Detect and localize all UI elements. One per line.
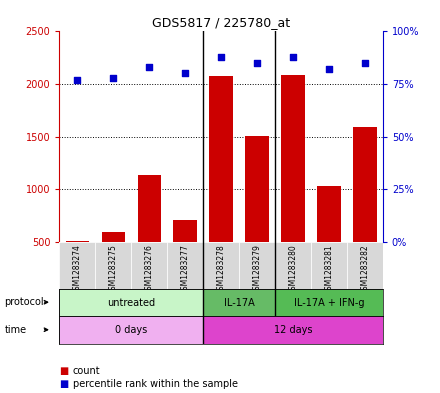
Point — [146, 64, 153, 70]
Text: GSM1283274: GSM1283274 — [73, 244, 82, 295]
Bar — [173, 220, 197, 294]
Bar — [311, 242, 347, 289]
Bar — [203, 242, 239, 289]
Text: GSM1283280: GSM1283280 — [289, 244, 297, 295]
Bar — [275, 242, 311, 289]
Point — [182, 70, 189, 77]
Text: untreated: untreated — [107, 298, 155, 308]
Title: GDS5817 / 225780_at: GDS5817 / 225780_at — [152, 16, 290, 29]
Text: ■: ■ — [59, 379, 69, 389]
Bar — [347, 242, 383, 289]
Bar — [59, 242, 95, 289]
Text: ■: ■ — [59, 366, 69, 376]
Bar — [246, 136, 269, 294]
Bar — [209, 75, 233, 294]
Text: 0 days: 0 days — [115, 325, 147, 335]
Bar — [317, 186, 341, 294]
Point — [290, 53, 297, 60]
Point — [218, 53, 225, 60]
Bar — [102, 232, 125, 294]
Text: GSM1283276: GSM1283276 — [145, 244, 154, 295]
Text: count: count — [73, 366, 100, 376]
Text: protocol: protocol — [4, 297, 44, 307]
Point — [361, 60, 368, 66]
Point — [326, 66, 333, 72]
Text: GSM1283279: GSM1283279 — [253, 244, 261, 295]
Bar — [239, 242, 275, 289]
Text: percentile rank within the sample: percentile rank within the sample — [73, 379, 238, 389]
Text: GSM1283278: GSM1283278 — [216, 244, 226, 295]
Bar — [353, 127, 377, 294]
Point — [110, 75, 117, 81]
Bar — [59, 289, 203, 316]
Text: GSM1283281: GSM1283281 — [324, 244, 334, 295]
Bar — [203, 316, 383, 344]
Bar — [281, 75, 304, 294]
Text: GSM1283275: GSM1283275 — [109, 244, 118, 295]
Bar — [59, 316, 203, 344]
Text: time: time — [4, 325, 26, 335]
Bar — [275, 289, 383, 316]
Text: GSM1283282: GSM1283282 — [360, 244, 369, 295]
Text: IL-17A: IL-17A — [224, 298, 254, 308]
Text: IL-17A + IFN-g: IL-17A + IFN-g — [293, 298, 364, 308]
Bar — [131, 242, 167, 289]
Bar — [167, 242, 203, 289]
Bar — [138, 175, 161, 294]
Point — [253, 60, 260, 66]
Text: 12 days: 12 days — [274, 325, 312, 335]
Bar — [203, 289, 275, 316]
Bar — [95, 242, 131, 289]
Bar — [66, 241, 89, 294]
Text: GSM1283277: GSM1283277 — [181, 244, 190, 295]
Point — [74, 77, 81, 83]
